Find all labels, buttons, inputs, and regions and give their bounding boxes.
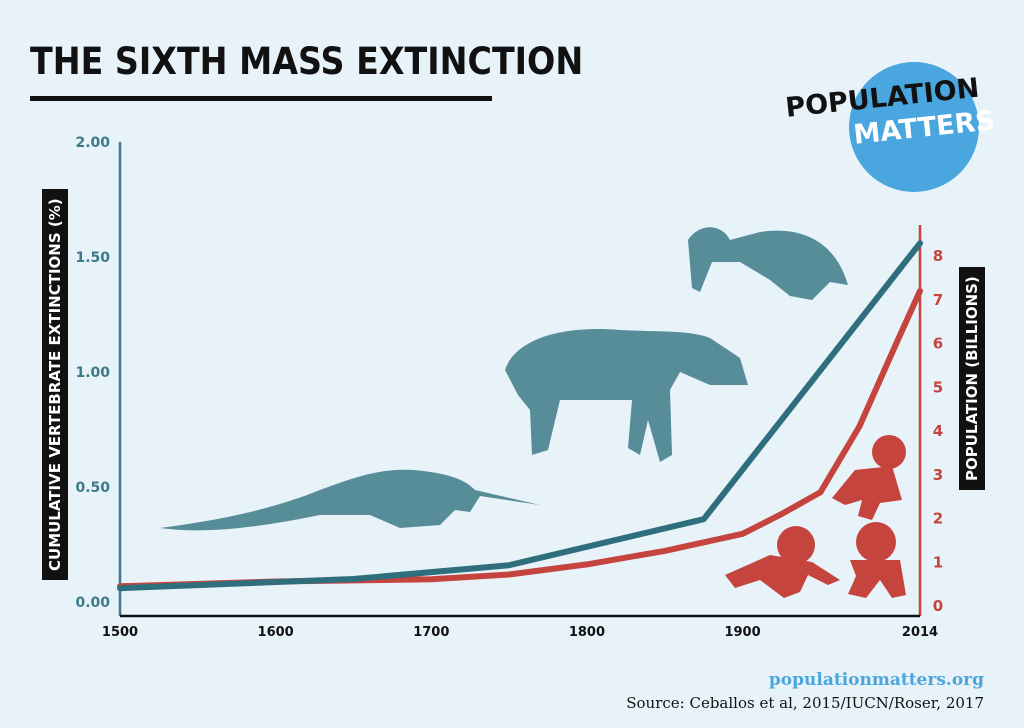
x-tick-label: 1700: [413, 625, 449, 640]
y-right-tick-label: 3: [933, 466, 943, 484]
extinctions-line: [117, 240, 923, 592]
y-left-tick-label: 2.00: [75, 135, 110, 151]
baby-icon: [832, 435, 906, 520]
y-left-tick-label: 1.00: [75, 365, 110, 381]
logo-circle: [849, 62, 979, 192]
x-tick-label: 1600: [258, 625, 294, 640]
y-right-tick-label: 8: [933, 247, 943, 265]
chart-title: THE SIXTH MASS EXTINCTION: [30, 40, 584, 83]
baby-icon: [848, 522, 906, 598]
x-tick-label: 1500: [102, 625, 138, 640]
y-left-tick-label: 0.50: [75, 480, 110, 496]
y-left-tick-labels: 0.00 0.50 1.00 1.50 2.00: [75, 135, 110, 611]
y-right-tick-label: 1: [933, 553, 943, 571]
x-tick-label: 1800: [569, 625, 605, 640]
y-axis-left-label: CUMULATIVE VERTEBRATE EXTINCTIONS (%): [42, 189, 68, 580]
source-note: Source: Ceballos et al, 2015/IUCN/Roser,…: [626, 694, 984, 712]
baby-icon: [725, 526, 840, 598]
rhino-skeleton-icon: [505, 329, 748, 462]
website-link[interactable]: populationmatters.org: [768, 670, 984, 690]
y-right-tick-label: 7: [933, 291, 943, 309]
y-axis-right-label: POPULATION (BILLIONS): [959, 267, 985, 490]
x-tick-labels: 1500 1600 1700 1800 1900 2014: [102, 625, 938, 640]
y-left-tick-label: 0.00: [75, 595, 110, 611]
x-tick-label: 1900: [724, 625, 760, 640]
y-right-tick-label: 4: [933, 422, 943, 440]
y-right-tick-label: 0: [933, 597, 943, 615]
x-tick-label: 2014: [902, 625, 938, 640]
y-right-tick-label: 5: [933, 378, 943, 396]
y-right-tick-label: 6: [933, 335, 943, 353]
y-right-tick-label: 2: [933, 510, 943, 528]
illustrations: [160, 227, 906, 598]
whale-skeleton-icon: [160, 469, 540, 531]
y-right-tick-labels: 0 1 2 3 4 5 6 7 8: [933, 247, 943, 615]
y-left-tick-label: 1.50: [75, 250, 110, 266]
series-lines: [117, 240, 923, 592]
bird-skeleton-icon: [688, 227, 848, 300]
population-line: [117, 288, 923, 590]
title-underline: [30, 96, 492, 101]
